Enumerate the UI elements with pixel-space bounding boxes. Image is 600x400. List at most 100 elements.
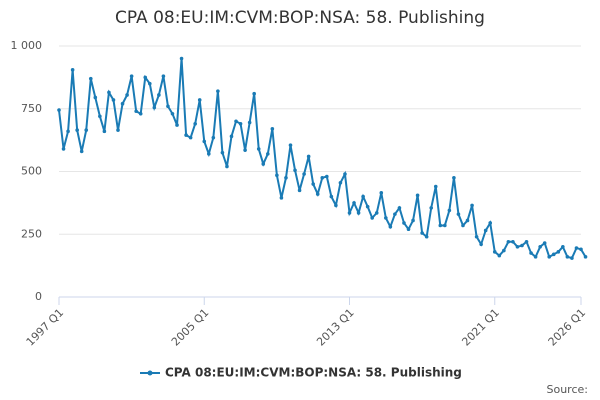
point bbox=[61, 147, 66, 151]
point bbox=[297, 188, 302, 193]
point bbox=[170, 111, 175, 116]
point bbox=[220, 150, 225, 155]
source: Source: bbox=[547, 383, 589, 396]
x-tick-label: 2013 Q1 bbox=[314, 306, 357, 349]
point bbox=[502, 248, 506, 253]
point bbox=[542, 241, 547, 245]
point bbox=[179, 56, 184, 61]
point bbox=[247, 120, 252, 125]
point bbox=[565, 255, 570, 259]
point bbox=[579, 247, 583, 252]
point bbox=[266, 152, 270, 156]
point bbox=[120, 101, 125, 106]
point bbox=[438, 223, 443, 228]
point bbox=[524, 239, 529, 244]
point bbox=[270, 127, 275, 131]
x-tick-label: 1997 Q1 bbox=[24, 306, 67, 349]
legend-label: CPA 08:EU:IM:CVM:BOP:NSA: 58. Publishing bbox=[165, 366, 462, 380]
point bbox=[424, 234, 429, 239]
point bbox=[315, 192, 320, 196]
point bbox=[75, 128, 79, 132]
point bbox=[520, 243, 524, 248]
point bbox=[116, 128, 120, 132]
point bbox=[343, 172, 347, 176]
point bbox=[188, 135, 193, 140]
point bbox=[338, 180, 343, 185]
point bbox=[561, 245, 565, 249]
point bbox=[129, 74, 134, 78]
point bbox=[157, 93, 161, 97]
point bbox=[88, 76, 93, 81]
point bbox=[538, 245, 542, 249]
point bbox=[406, 227, 411, 232]
y-tick-label: 750 bbox=[21, 102, 42, 115]
point bbox=[361, 194, 365, 199]
point bbox=[379, 191, 384, 195]
point bbox=[397, 206, 402, 210]
point bbox=[511, 239, 515, 244]
point bbox=[570, 256, 574, 260]
y-tick-label: 500 bbox=[21, 165, 42, 178]
point bbox=[492, 250, 497, 254]
point bbox=[365, 204, 370, 209]
point bbox=[306, 154, 311, 159]
point bbox=[279, 196, 284, 200]
point bbox=[547, 255, 552, 259]
point bbox=[311, 182, 315, 186]
point bbox=[370, 216, 375, 220]
point bbox=[275, 173, 279, 178]
point bbox=[261, 162, 266, 166]
point bbox=[402, 221, 406, 225]
point bbox=[84, 128, 89, 132]
point bbox=[175, 123, 179, 127]
point bbox=[70, 68, 75, 72]
point bbox=[252, 91, 256, 96]
point bbox=[234, 119, 238, 124]
point bbox=[216, 89, 220, 93]
point bbox=[356, 211, 361, 215]
point bbox=[374, 211, 379, 215]
point bbox=[211, 135, 216, 140]
point bbox=[447, 208, 452, 213]
point bbox=[184, 133, 188, 137]
point bbox=[456, 212, 461, 216]
point bbox=[57, 108, 61, 112]
point bbox=[583, 255, 588, 259]
point bbox=[411, 218, 415, 223]
point bbox=[284, 175, 288, 180]
point bbox=[125, 93, 129, 97]
point bbox=[347, 211, 352, 215]
point bbox=[102, 129, 107, 134]
point bbox=[138, 111, 143, 116]
point bbox=[193, 122, 197, 126]
x-tick-label: 2021 Q1 bbox=[459, 306, 502, 349]
point bbox=[352, 201, 356, 205]
point bbox=[238, 122, 243, 126]
point bbox=[384, 216, 388, 220]
point bbox=[461, 223, 465, 228]
point bbox=[206, 152, 211, 156]
x-tick-label: 2005 Q1 bbox=[169, 306, 212, 349]
point bbox=[329, 194, 334, 199]
point bbox=[79, 149, 84, 154]
point bbox=[479, 242, 483, 247]
point bbox=[320, 175, 325, 180]
point bbox=[574, 246, 579, 250]
point bbox=[143, 75, 148, 80]
point bbox=[393, 212, 397, 216]
point bbox=[161, 74, 166, 78]
point bbox=[134, 109, 138, 114]
point bbox=[197, 98, 202, 102]
point bbox=[107, 90, 111, 95]
point bbox=[465, 218, 470, 223]
point bbox=[166, 104, 170, 109]
point bbox=[302, 172, 306, 176]
point bbox=[147, 81, 152, 86]
point bbox=[488, 221, 493, 225]
point bbox=[66, 129, 70, 134]
chart-title: CPA 08:EU:IM:CVM:BOP:NSA: 58. Publishing bbox=[115, 8, 485, 28]
point bbox=[152, 105, 157, 110]
point bbox=[334, 203, 338, 208]
point bbox=[556, 250, 561, 254]
